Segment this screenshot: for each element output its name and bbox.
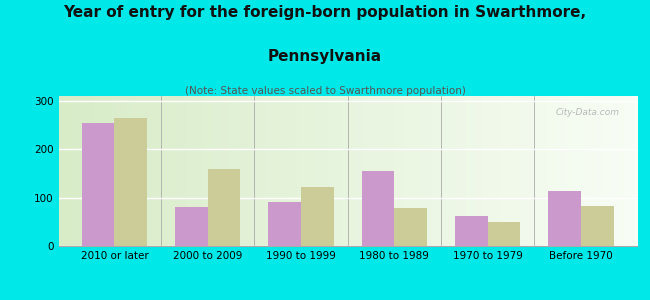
Text: (Note: State values scaled to Swarthmore population): (Note: State values scaled to Swarthmore… (185, 85, 465, 95)
Bar (268, 202, 301, 246)
Text: Pennsylvania: Pennsylvania (268, 50, 382, 64)
Bar (114, 118, 147, 246)
Bar (208, 169, 240, 246)
Text: Year of entry for the foreign-born population in Swarthmore,: Year of entry for the foreign-born popul… (64, 4, 586, 20)
Legend: Swarthmore, Pennsylvania: Swarthmore, Pennsylvania (229, 297, 467, 300)
Text: City-Data.com: City-Data.com (556, 108, 619, 117)
Bar (175, 207, 208, 246)
Bar (455, 216, 488, 246)
Bar (488, 222, 521, 246)
Bar (301, 187, 333, 246)
Bar (581, 206, 614, 246)
Bar (362, 171, 395, 246)
Bar (82, 123, 114, 246)
Bar (549, 191, 581, 246)
Bar (395, 208, 427, 246)
